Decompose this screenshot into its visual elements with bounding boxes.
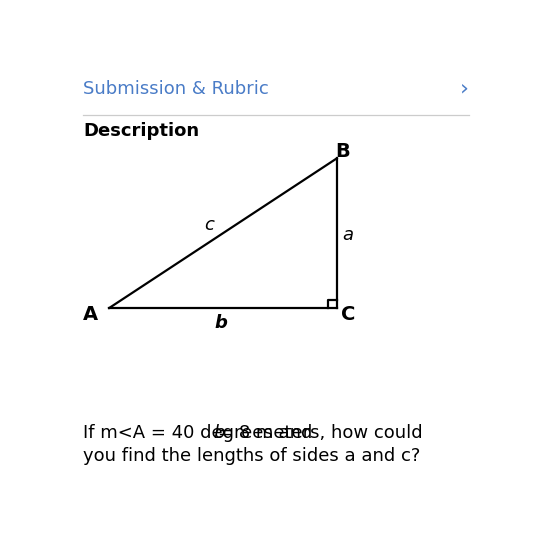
Text: B: B <box>335 142 350 161</box>
Text: c: c <box>204 217 215 234</box>
Text: b: b <box>215 314 227 333</box>
Text: Description: Description <box>83 123 199 140</box>
Text: Submission & Rubric: Submission & Rubric <box>83 80 269 98</box>
Text: ›: › <box>460 79 469 99</box>
Text: a: a <box>343 226 354 244</box>
Text: b: b <box>213 424 224 442</box>
Text: C: C <box>341 305 355 324</box>
Text: you find the lengths of sides a and c?: you find the lengths of sides a and c? <box>83 448 420 465</box>
Text: A: A <box>83 305 98 324</box>
Text: = 8 meters, how could: = 8 meters, how could <box>218 424 423 442</box>
Text: If m<A = 40 degrees and: If m<A = 40 degrees and <box>83 424 319 442</box>
